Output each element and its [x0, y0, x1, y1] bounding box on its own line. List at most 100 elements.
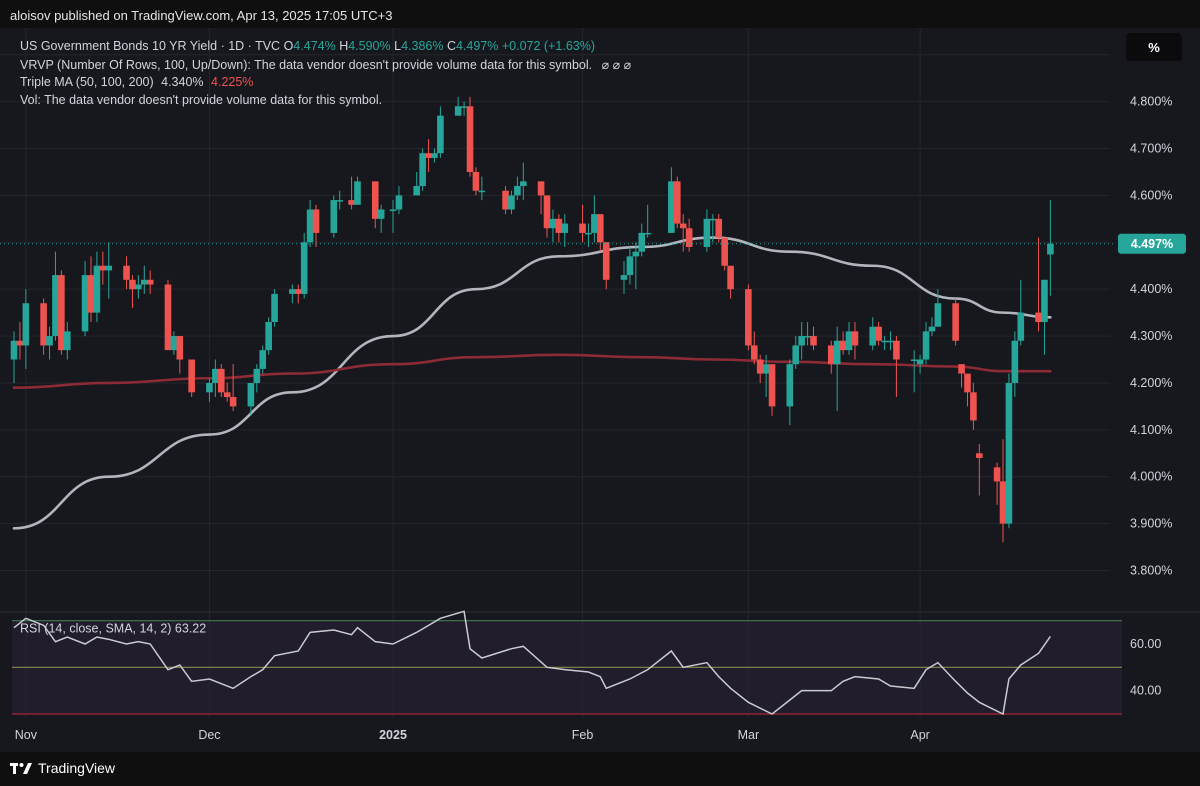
axis-labels: 4.900%4.800%4.700%4.600%4.500%4.400%4.30…	[0, 48, 1186, 742]
candle	[970, 382, 977, 430]
candle	[768, 364, 776, 416]
candle-body	[217, 368, 225, 393]
candle-body	[715, 218, 723, 238]
candle-body	[87, 275, 95, 313]
candle	[22, 289, 30, 369]
candle-body	[709, 218, 717, 221]
candle-body	[916, 359, 924, 365]
x-tick-label: 2025	[379, 728, 407, 742]
candle	[1041, 279, 1048, 355]
candle-body	[561, 223, 569, 233]
candle	[371, 181, 379, 229]
candle	[537, 181, 545, 215]
candle	[206, 378, 213, 402]
candle	[312, 204, 320, 247]
candle-body	[1047, 243, 1054, 255]
rsi-band	[12, 620, 1122, 715]
rsi-last-value: 63.22	[175, 622, 206, 636]
candle	[16, 322, 24, 360]
candle-body	[638, 232, 646, 252]
candle-body	[247, 382, 255, 407]
candle-body	[431, 153, 438, 158]
y-tick-label: 4.100%	[1130, 423, 1172, 437]
candle-body	[549, 218, 557, 229]
candle	[893, 336, 900, 398]
y-tick-label: 4.300%	[1130, 329, 1172, 343]
candle-body	[591, 214, 598, 233]
candle	[887, 331, 894, 351]
candle	[786, 359, 794, 426]
candle	[354, 176, 361, 205]
chart-panel[interactable]: RSI (14, close, SMA, 14, 2) 63.22 4.900%…	[0, 28, 1200, 752]
candle	[81, 261, 89, 337]
legend-triple-ma: Triple MA (50, 100, 200)	[20, 75, 154, 89]
candle-body	[833, 340, 841, 365]
rsi-title: RSI (14, close, SMA, 14, 2) 63.22	[20, 622, 206, 636]
candle-body	[620, 275, 628, 280]
candle-body	[976, 453, 983, 458]
candle-body	[253, 368, 261, 383]
percent-scale-button[interactable]: %	[1126, 33, 1182, 61]
y-tick-label: 3.900%	[1130, 517, 1172, 531]
legend-vol-row[interactable]: Vol: The data vendor doesn't provide vol…	[20, 93, 382, 107]
candle	[437, 106, 444, 158]
candle	[58, 270, 65, 355]
candle	[514, 176, 521, 201]
candle-body	[212, 368, 219, 383]
candle	[87, 256, 95, 322]
candle-body	[727, 265, 734, 290]
candle-body	[64, 331, 71, 351]
rsi-y-tick-label: 40.00	[1130, 684, 1161, 698]
rsi-line-group: RSI (14, close, SMA, 14, 2) 63.22	[13, 610, 1052, 716]
last-price-tag	[1118, 233, 1186, 254]
legend-vol: Vol: The data vendor doesn't provide vol…	[20, 93, 383, 107]
candle	[46, 326, 53, 360]
candle-body	[354, 181, 361, 205]
candle-body	[555, 218, 563, 233]
candle	[958, 364, 965, 388]
candle	[425, 139, 432, 172]
ma-200-line	[12, 353, 1052, 389]
candle-body	[673, 181, 681, 224]
vrvp-hidden-icons: ⌀ ⌀ ⌀	[601, 58, 632, 72]
legend-triple-ma-row[interactable]: Triple MA (50, 100, 200) 4.340% 4.225%	[20, 75, 253, 89]
candle	[804, 322, 811, 346]
footer-brand[interactable]: TradingView	[10, 760, 115, 776]
candle-body	[348, 200, 355, 205]
candle	[839, 331, 847, 355]
candle	[64, 322, 71, 360]
candle	[105, 242, 113, 299]
candle-body	[685, 228, 693, 247]
candle-body	[721, 237, 728, 266]
candle-body	[798, 336, 805, 346]
candle-body	[756, 359, 764, 374]
chart-canvas[interactable]: RSI (14, close, SMA, 14, 2) 63.22 4.900%…	[0, 28, 1200, 752]
candle	[1011, 331, 1019, 398]
candle	[188, 359, 195, 398]
y-tick-label: 3.800%	[1130, 563, 1172, 577]
candle-body	[804, 336, 811, 338]
footer-brand-name: TradingView	[38, 760, 116, 776]
candle-body	[762, 364, 770, 374]
candle	[212, 359, 219, 398]
candle-body	[425, 153, 432, 158]
candle	[869, 317, 877, 351]
candle-body	[460, 106, 468, 108]
candle-body	[644, 232, 651, 235]
y-tick-label: 4.400%	[1130, 282, 1172, 296]
candle-body	[58, 275, 65, 351]
tradingview-logo-icon	[10, 763, 32, 774]
candle	[626, 246, 634, 285]
candle-body	[875, 326, 882, 341]
rsi-line	[13, 610, 1052, 716]
candle-body	[105, 265, 113, 271]
rsi-y-tick-label: 60.00	[1130, 637, 1161, 651]
candle	[247, 382, 255, 416]
last-price-label: 4.497%	[1131, 237, 1173, 251]
candle	[976, 443, 983, 496]
candle	[591, 195, 598, 243]
candle	[472, 167, 480, 196]
candle-body	[958, 364, 965, 374]
legend-vrvp-row[interactable]: VRVP (Number Of Rows, 100, Up/Down): The…	[20, 57, 631, 72]
candle-body	[839, 340, 847, 351]
